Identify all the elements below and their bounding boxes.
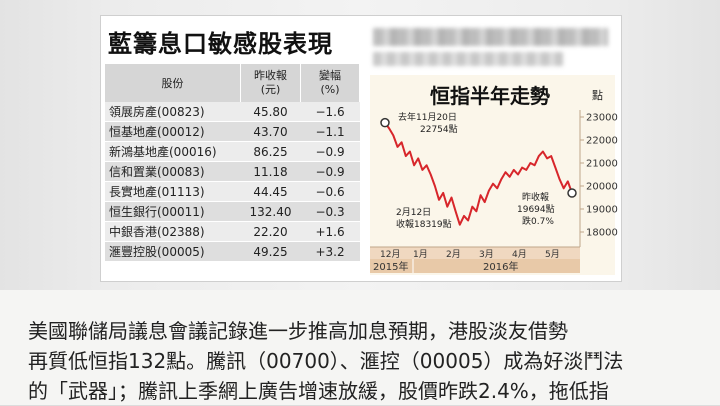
year-band <box>370 247 580 259</box>
annotation-low-date: 2月12日 <box>396 207 431 218</box>
table-row: 長實地產(01113) 44.45 −0.6 <box>105 181 360 202</box>
blurred-subheader-text <box>373 52 563 66</box>
table-row: 滙豐控股(00005) 49.25 +3.2 <box>105 241 360 262</box>
stock-change: −0.3 <box>300 201 360 222</box>
header-stock: 股份 <box>105 64 241 102</box>
stock-close: 43.70 <box>240 121 301 142</box>
stock-name: 恒生銀行(00011) <box>105 201 241 222</box>
start-point-marker <box>380 117 390 128</box>
x-tick-label: 4月 <box>512 249 527 260</box>
stock-change: +1.6 <box>300 221 360 242</box>
stocks-table: 股份 昨收報 (元) 變幅 (%) 領展房產(00823) 45.80 −1.6 恒… <box>105 64 360 262</box>
annotation-start-date: 去年11月20日 <box>398 111 457 123</box>
chart-unit-label: 點 <box>592 89 603 102</box>
year-label: 2015年 <box>373 260 408 273</box>
stock-change: −1.1 <box>300 121 360 142</box>
header-change: 變幅 (%) <box>300 64 360 102</box>
stock-name: 長實地產(01113) <box>105 181 241 202</box>
x-tick-label: 3月 <box>479 249 494 260</box>
table-row: 恒基地產(00012) 43.70 −1.1 <box>105 121 360 142</box>
stock-close: 45.80 <box>240 102 301 122</box>
annotation-end-change: 跌0.7% <box>522 216 554 227</box>
annotation-start-value: 22754點 <box>420 123 458 135</box>
y-tick-label: 20000 <box>586 182 618 193</box>
hsi-series-line <box>384 122 573 226</box>
header-close: 昨收報 (元) <box>240 64 302 102</box>
stock-name: 領展房產(00823) <box>105 102 241 122</box>
stock-change: −0.9 <box>300 141 360 162</box>
annotation-end-label: 昨收報 <box>522 191 549 203</box>
table-row: 恒生銀行(00011) 132.40 −0.3 <box>105 201 360 222</box>
y-tick-label: 19000 <box>586 205 618 216</box>
stock-name: 中銀香港(02388) <box>105 221 241 242</box>
year-label: 2016年 <box>483 260 518 273</box>
y-tick-label: 23000 <box>586 113 618 124</box>
stock-close: 44.45 <box>240 181 301 202</box>
blurred-header-text <box>373 28 608 46</box>
chart-panel <box>370 75 615 275</box>
table-row: 新鴻基地產(00016) 86.25 −0.9 <box>105 141 360 162</box>
stock-name: 信和置業(00083) <box>105 161 241 182</box>
y-tick-label: 21000 <box>586 159 618 170</box>
table-row: 領展房產(00823) 45.80 −1.6 <box>105 102 360 122</box>
annotation-end-value: 19694點 <box>517 203 555 215</box>
stock-close: 49.25 <box>240 241 301 262</box>
stock-change: −0.6 <box>300 181 360 202</box>
y-tick-label: 18000 <box>586 228 618 239</box>
stock-name: 新鴻基地產(00016) <box>105 141 241 162</box>
annotation-low-value: 收報18319點 <box>396 218 452 230</box>
x-tick-label: 2月 <box>446 249 461 260</box>
stock-change: −0.9 <box>300 161 360 182</box>
background-text-area <box>0 290 720 405</box>
table-header-row: 股份 昨收報 (元) 變幅 (%) <box>105 64 360 102</box>
article-line: 再質低恒指132點。騰訊（00700）、滙控（00005）成為好淡鬥法 <box>28 349 624 373</box>
y-tick-label: 22000 <box>586 136 618 147</box>
stock-close: 11.18 <box>240 161 301 182</box>
stock-name: 滙豐控股(00005) <box>105 241 241 262</box>
stock-change: +3.2 <box>300 241 360 262</box>
stock-change: −1.6 <box>300 102 360 122</box>
chart-title: 恒指半年走勢 <box>430 84 550 108</box>
article-line: 美國聯儲局議息會議記錄進一步推高加息預期，港股淡友借勢 <box>28 319 568 343</box>
table-title: 藍籌息口敏感股表現 <box>108 29 333 58</box>
year-label-band <box>370 259 580 273</box>
x-tick-label: 1月 <box>413 249 428 260</box>
table-row: 中銀香港(02388) 22.20 +1.6 <box>105 221 360 242</box>
stock-close: 86.25 <box>240 141 301 162</box>
article-line: 的「武器」；騰訊上季網上廣告增速放緩，股價昨跌2.4%，拖低指 <box>28 379 609 403</box>
article-text: 美國聯儲局議息會議記錄進一步推高加息預期，港股淡友借勢 再質低恒指132點。騰訊… <box>28 316 718 406</box>
table-row: 信和置業(00083) 11.18 −0.9 <box>105 161 360 182</box>
stock-name: 恒基地產(00012) <box>105 121 241 142</box>
stock-close: 132.40 <box>240 201 301 222</box>
stock-close: 22.20 <box>240 221 301 242</box>
x-tick-label: 5月 <box>545 249 560 260</box>
end-point-marker <box>567 188 577 198</box>
x-tick-label: 12月 <box>380 249 400 260</box>
